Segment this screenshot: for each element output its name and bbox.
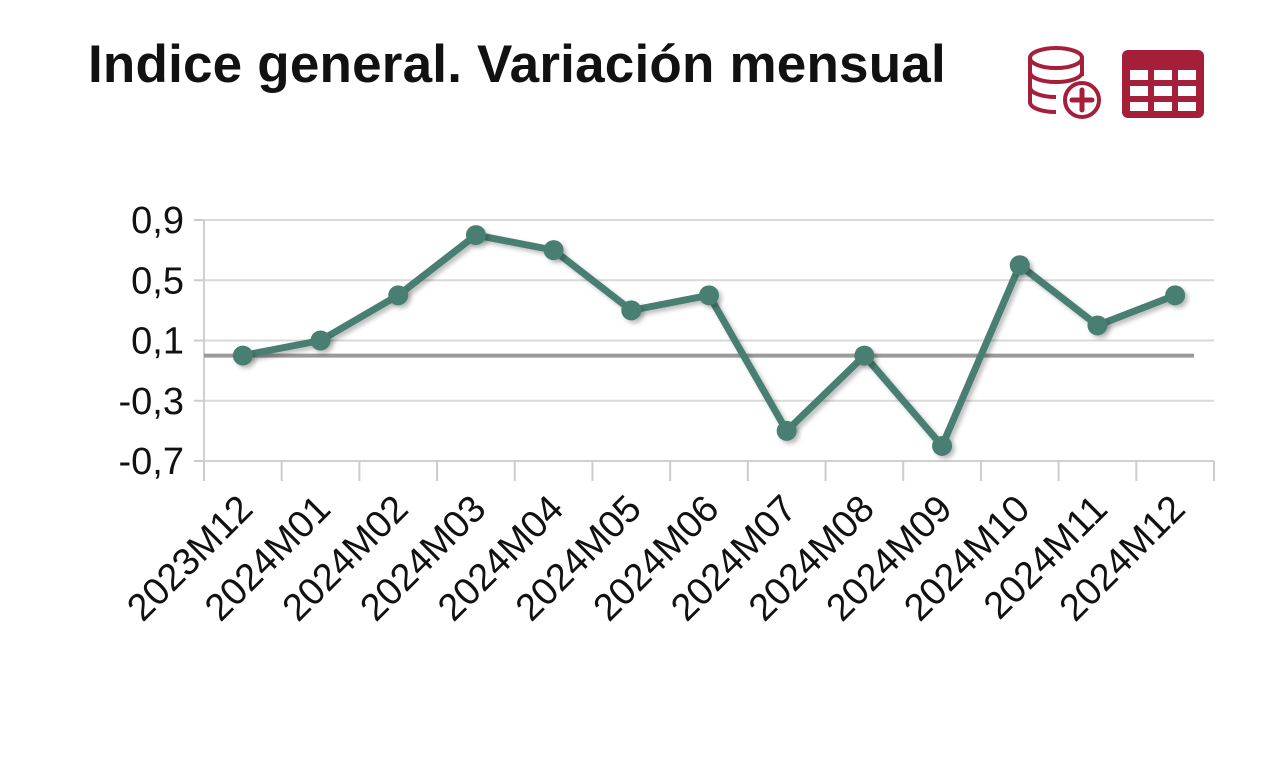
data-point[interactable]	[932, 435, 953, 456]
data-point[interactable]	[232, 345, 253, 366]
data-point[interactable]	[465, 225, 486, 246]
y-tick-label: 0,9	[131, 200, 184, 242]
series-line	[232, 225, 1186, 456]
y-tick-label: -0,7	[119, 441, 184, 483]
data-point[interactable]	[699, 285, 719, 306]
data-point[interactable]	[854, 345, 875, 366]
database-add-icon[interactable]	[1024, 44, 1104, 120]
data-point[interactable]	[543, 240, 564, 261]
y-axis-ticks: 0,9 0,5 0,1 -0,3 -0,7	[119, 200, 204, 483]
y-tick-label: 0,5	[131, 260, 184, 302]
y-tick-label: 0,1	[131, 321, 184, 363]
grid-lines	[204, 219, 1214, 462]
data-point[interactable]	[776, 420, 797, 441]
data-point[interactable]	[1009, 255, 1030, 276]
data-point[interactable]	[1165, 285, 1186, 306]
table-icon[interactable]	[1120, 48, 1206, 120]
x-axis-ticks: 2023M122024M012024M022024M032024M042024M…	[119, 461, 1215, 629]
y-tick-label: -0,3	[119, 381, 184, 423]
data-point[interactable]	[1087, 315, 1108, 336]
data-point[interactable]	[388, 285, 409, 306]
data-point[interactable]	[310, 330, 331, 351]
chart-title: Indice general. Variación mensual	[88, 35, 946, 94]
data-point[interactable]	[621, 300, 642, 321]
